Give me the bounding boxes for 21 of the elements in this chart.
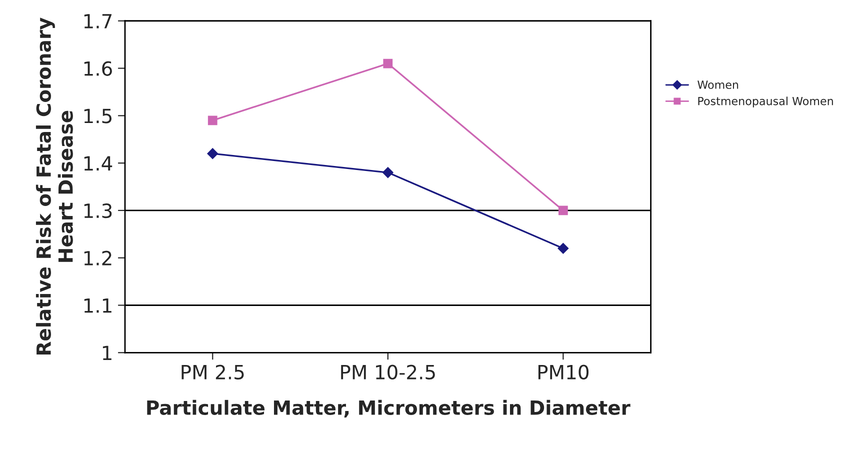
y-tick-label: 1.7 <box>84 14 112 28</box>
y-axis-title: Relative Risk of Fatal Coronary Heart Disease <box>36 18 73 354</box>
point <box>382 167 394 178</box>
x-tick-label: PM 2.5 <box>182 364 244 380</box>
x-axis-title: Particulate Matter, Micrometers in Diameter <box>147 400 630 418</box>
point <box>558 206 568 216</box>
point <box>207 148 218 160</box>
point <box>383 58 393 68</box>
y-tick-label: 1.5 <box>84 108 112 124</box>
legend-label: Postmenopausal Women <box>698 96 833 108</box>
point <box>558 242 569 254</box>
x-tick-label: PM 10-2.5 <box>341 364 435 380</box>
y-tick-label: 1.3 <box>84 203 112 218</box>
y-tick-label: 1.2 <box>84 250 112 266</box>
point <box>208 116 218 126</box>
legend-label: Women <box>698 80 738 89</box>
y-tick-label: 1.6 <box>84 61 112 76</box>
x-tick-label: PM10 <box>538 364 589 380</box>
y-tick-label: 1.4 <box>84 156 112 170</box>
y-tick-label: 1 <box>102 346 112 360</box>
y-tick-label: 1.1 <box>84 298 112 313</box>
